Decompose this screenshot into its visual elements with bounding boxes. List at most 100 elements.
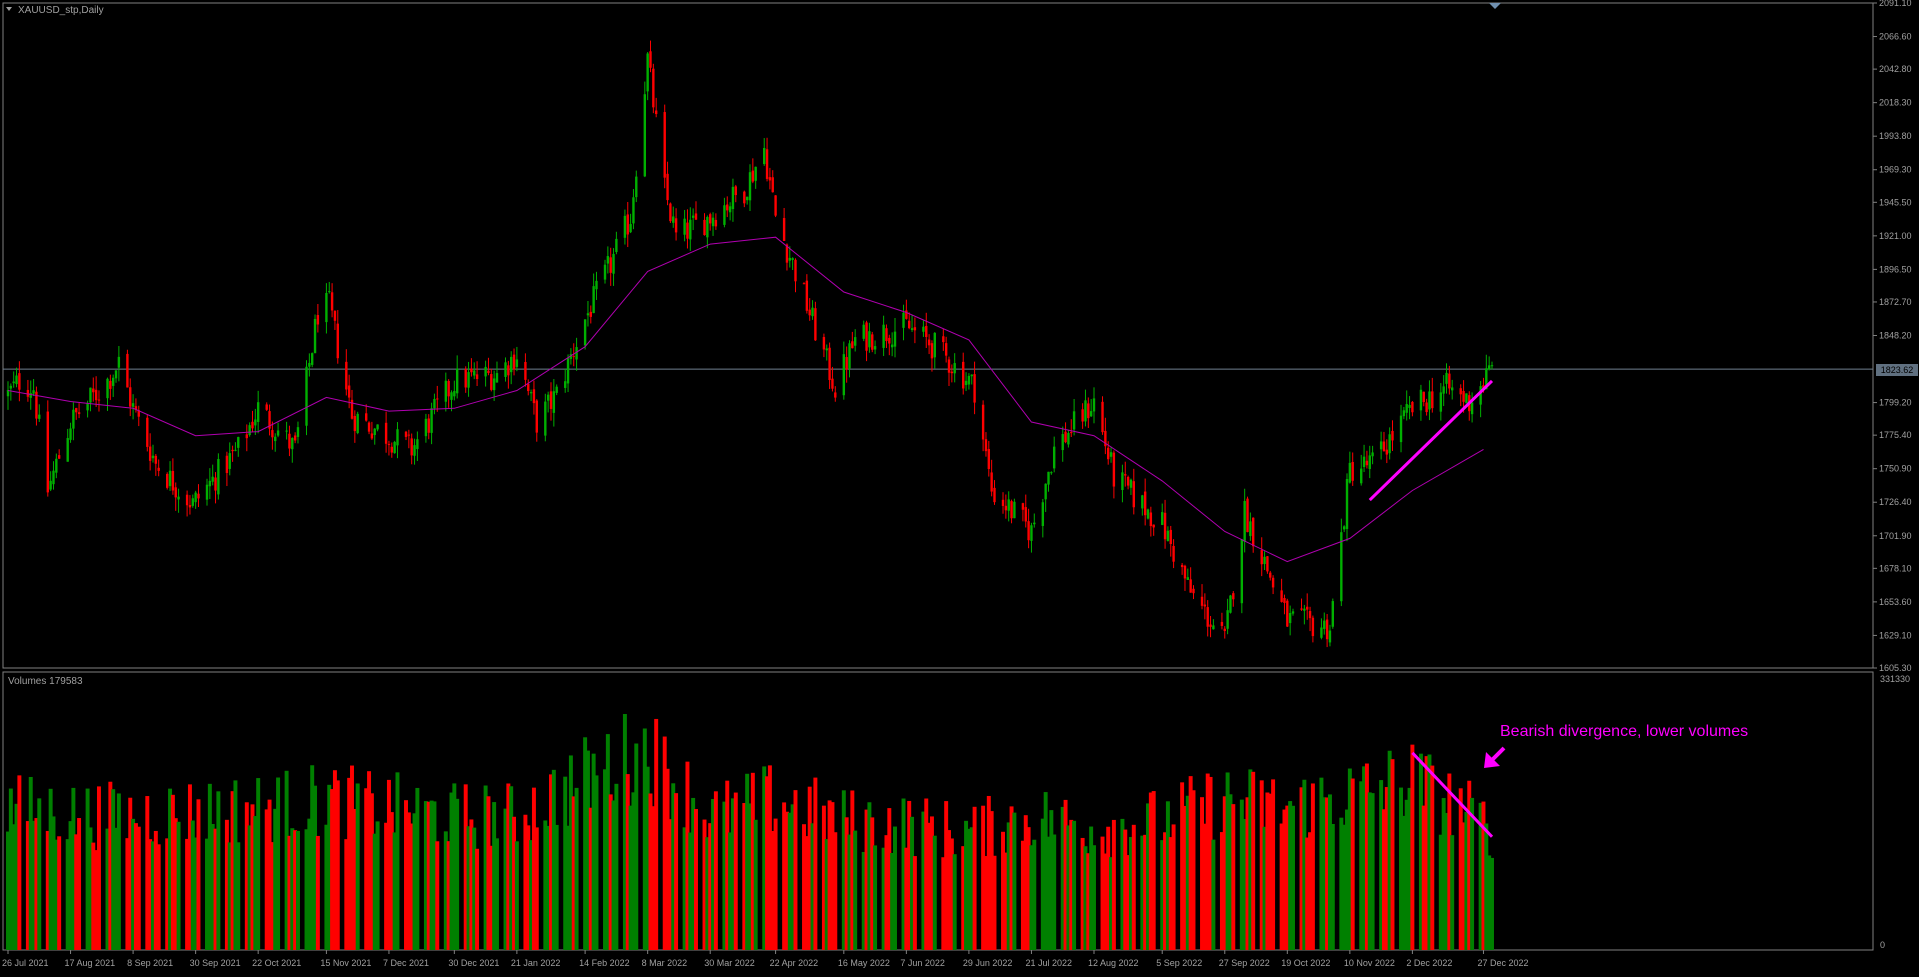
candle [1246, 496, 1249, 533]
candle [1087, 397, 1090, 428]
candle [703, 213, 706, 236]
candle [433, 393, 436, 415]
time-axis[interactable]: 26 Jul 2021 17 Aug 2021 8 Sep 2021 30 Sep 2… [2, 950, 1529, 968]
volume-trendline[interactable] [1411, 751, 1494, 838]
candle [1183, 564, 1187, 591]
candle [1243, 488, 1246, 553]
candle [1411, 401, 1414, 417]
candle [384, 411, 388, 453]
candle [1300, 598, 1303, 611]
volume-bar [966, 828, 971, 950]
volume-bar [94, 850, 99, 950]
volume-bar [1390, 759, 1395, 950]
volume-bar [969, 827, 974, 950]
candle [825, 344, 828, 361]
triangle-down-icon[interactable] [6, 7, 12, 11]
candle [6, 381, 10, 410]
volume-bar [770, 830, 775, 950]
candle [350, 389, 354, 420]
price-axis[interactable]: 2091.10 2066.60 2042.80 2018.30 1993.80 1969.… [1873, 0, 1912, 673]
support-trendline[interactable] [1368, 379, 1494, 502]
volume-bar [148, 839, 153, 950]
chart-shift-marker-icon[interactable] [1489, 3, 1501, 9]
volume-bar [17, 775, 22, 950]
candle [842, 341, 846, 400]
volume-bar [585, 750, 590, 950]
candle [734, 184, 737, 203]
volume-bar [893, 826, 897, 950]
candle [1180, 562, 1184, 575]
volume-bar [1484, 823, 1489, 950]
candle [32, 379, 35, 397]
y-tick-label: 1629.10 [1879, 630, 1912, 640]
candle [788, 246, 792, 268]
volume-bars [6, 714, 1494, 950]
candle [1280, 578, 1283, 603]
candle [1084, 389, 1087, 427]
volume-bar [1032, 839, 1037, 950]
candle [251, 410, 254, 433]
candle [75, 407, 78, 420]
x-tick-label: 12 Aug 2022 [1088, 958, 1139, 968]
volume-bar [1180, 782, 1185, 950]
candle [1200, 584, 1204, 610]
volume-bar [1245, 797, 1250, 950]
volume-bar [1001, 831, 1005, 950]
y-tick-label: 1993.80 [1879, 131, 1912, 141]
candle [1070, 419, 1073, 438]
candle [913, 317, 917, 344]
volume-bar [165, 838, 170, 950]
volume-bar [628, 805, 633, 950]
candle [1226, 598, 1229, 635]
volume-bar [682, 827, 687, 950]
candle [890, 332, 894, 357]
candle [791, 257, 794, 271]
volume-bar [526, 825, 531, 950]
candle [214, 472, 217, 504]
volume-bar [74, 834, 79, 950]
volume-bar [1370, 793, 1375, 950]
candle [1419, 384, 1423, 421]
volume-bar [1421, 805, 1426, 950]
candle [46, 400, 50, 497]
candle [871, 331, 874, 353]
candle [1379, 431, 1383, 460]
volume-bar [605, 734, 610, 950]
candle [126, 349, 129, 388]
volume-bar [1327, 794, 1332, 950]
y-tick-label: 1653.60 [1879, 597, 1912, 607]
volume-bar [1410, 744, 1415, 950]
volume-bar [151, 841, 155, 950]
volume-bar [1399, 787, 1404, 950]
volume-bar [691, 797, 696, 950]
candle [274, 433, 277, 452]
volume-bar [352, 808, 357, 950]
candle [1161, 503, 1164, 526]
candle [69, 422, 72, 443]
volume-bar [725, 780, 730, 950]
volume-bar [873, 845, 878, 950]
volume-bar [523, 814, 528, 950]
volume-bar [1020, 840, 1025, 950]
candle [114, 370, 118, 383]
volume-bar [622, 714, 627, 950]
volume-bar [1291, 805, 1295, 950]
candle [137, 405, 140, 427]
volume-bar [395, 772, 400, 950]
volume-bar [290, 828, 295, 950]
volume-bar [1387, 750, 1392, 950]
volume-bar [534, 827, 539, 950]
volume-bar [750, 772, 755, 950]
volume-bar [369, 793, 374, 950]
window-title[interactable]: XAUUSD_stp,Daily [6, 5, 104, 16]
volume-bar [730, 798, 735, 950]
candle [1425, 398, 1428, 416]
candle [1360, 454, 1363, 486]
window-title-text: XAUUSD_stp,Daily [18, 5, 104, 16]
volume-bar [1182, 805, 1187, 950]
volume-bar [125, 838, 130, 950]
volume-bar [247, 825, 252, 950]
volume-bar [870, 817, 875, 950]
